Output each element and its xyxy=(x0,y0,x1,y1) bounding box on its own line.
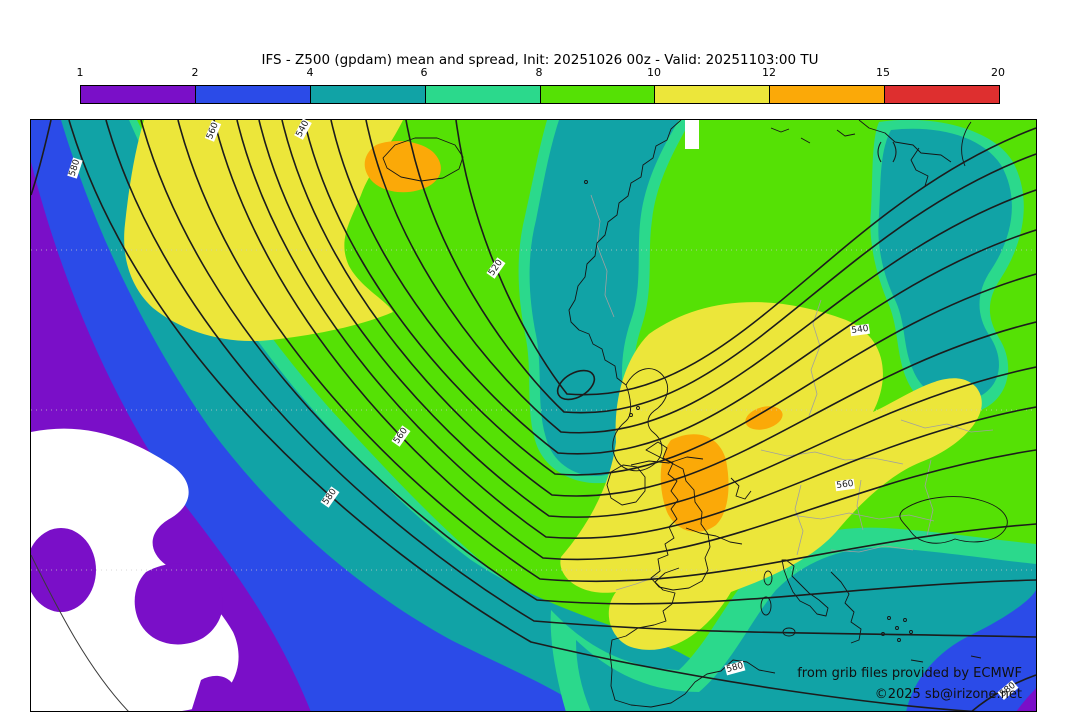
spread-fill-layer xyxy=(31,120,1036,711)
chart-title: IFS - Z500 (gpdam) mean and spread, Init… xyxy=(261,52,819,68)
colorbar-ticks: 1 2 4 6 8 10 12 15 20 xyxy=(0,66,1080,80)
colorbar-tick: 20 xyxy=(991,66,1005,79)
colorbar-segment xyxy=(81,86,195,103)
colorbar-tick: 2 xyxy=(191,66,199,79)
colorbar-tick: 10 xyxy=(647,66,661,79)
colorbar-segment xyxy=(539,86,655,103)
colorbar-segment xyxy=(309,86,425,103)
map-area xyxy=(30,119,1037,712)
spread-map-svg xyxy=(31,120,1036,711)
z500-contours xyxy=(68,120,1036,711)
colorbar-segment xyxy=(654,86,770,103)
coastlines xyxy=(382,120,1008,708)
colorbar xyxy=(80,85,1000,104)
colorbar-tick: 4 xyxy=(306,66,314,79)
credits-copyright: ©2025 sb@irizone.net xyxy=(874,687,1022,702)
colorbar-segment xyxy=(424,86,540,103)
colorbar-tick: 1 xyxy=(76,66,84,79)
country-borders xyxy=(590,194,994,591)
colorbar-tick: 6 xyxy=(420,66,428,79)
colorbar-tick: 12 xyxy=(762,66,776,79)
colorbar-tick: 8 xyxy=(535,66,543,79)
colorbar-segment xyxy=(769,86,885,103)
z500-contour-white-area xyxy=(31,554,129,711)
colorbar-segment xyxy=(194,86,310,103)
colorbar-tick: 15 xyxy=(876,66,890,79)
colorbar-segment xyxy=(884,86,999,103)
credits-source: from grib files provided by ECMWF xyxy=(797,666,1022,681)
